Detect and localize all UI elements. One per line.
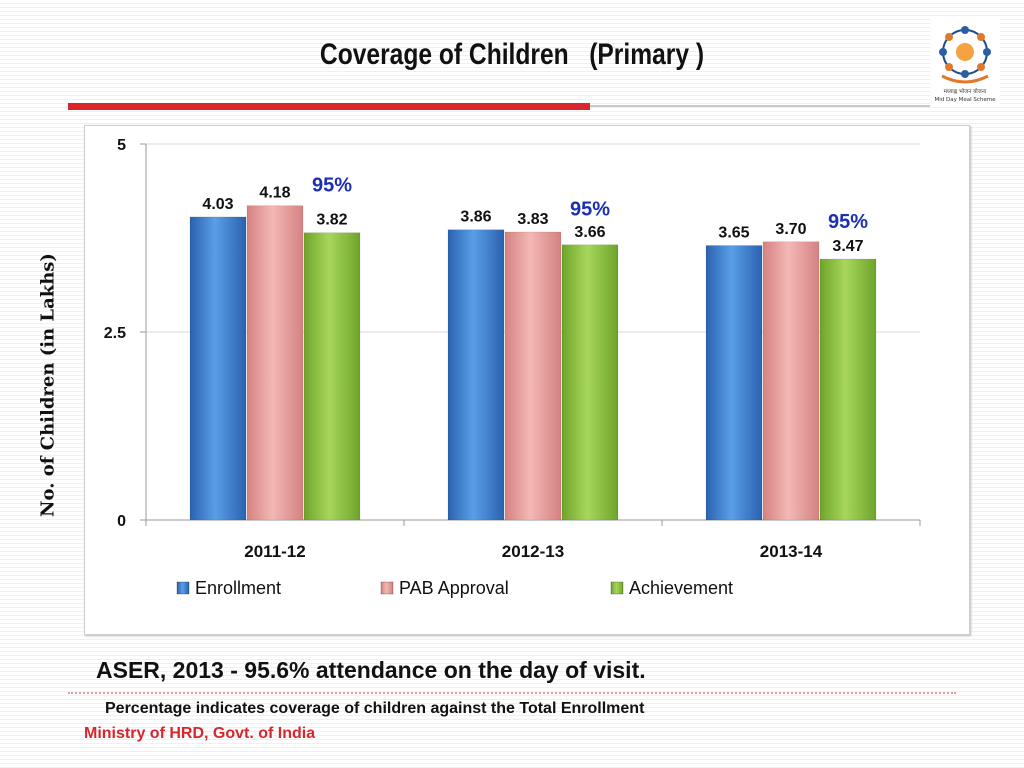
coverage-annotation: 95% [828, 211, 868, 233]
coverage-annotation: 95% [570, 199, 610, 221]
bar-achievement-2011-12 [303, 232, 361, 521]
data-label: 3.86 [460, 209, 491, 226]
data-label: 3.82 [316, 212, 347, 229]
bar-achievement-2013-14 [819, 258, 877, 521]
logo-english-text: Mid Day Meal Scheme [934, 97, 996, 103]
data-label: 3.70 [775, 221, 806, 238]
bar-pab-approval-2011-12 [246, 205, 304, 521]
legend-label: Enrollment [195, 578, 281, 598]
legend-label: PAB Approval [399, 578, 509, 598]
logo-emblem-icon [939, 26, 991, 84]
bar-pab-approval-2013-14 [762, 241, 820, 521]
x-tick-label: 2013-14 [760, 542, 823, 561]
mid-day-meal-logo: मध्याह्न भोजन योजना Mid Day Meal Scheme [930, 18, 1000, 104]
data-label: 3.65 [718, 225, 749, 242]
bar-pab-approval-2012-13 [504, 231, 562, 521]
bar-achievement-2012-13 [561, 244, 619, 521]
data-label: 4.03 [202, 196, 233, 213]
legend-label: Achievement [629, 578, 733, 598]
title-underline-gray [590, 105, 930, 107]
logo-hindi-text: मध्याह्न भोजन योजना [944, 88, 987, 95]
y-tick-label: 5 [117, 137, 126, 154]
bar-chart: 0 2.5 5 4.03 4.18 3.82 2011-12 95% 3.86 3.83 3.66… [104, 137, 921, 598]
footnote-aser: ASER, 2013 - 95.6% attendance on the day… [96, 657, 646, 683]
legend-swatch [610, 581, 624, 595]
x-tick-label: 2012-13 [502, 542, 564, 561]
footnote-percentage-note: Percentage indicates coverage of childre… [105, 700, 645, 717]
bar-enrollment-2012-13 [447, 229, 505, 521]
bar-enrollment-2013-14 [705, 245, 763, 521]
x-tick-label: 2011-12 [244, 542, 305, 561]
data-label: 3.83 [517, 211, 548, 228]
footnote-divider [68, 692, 956, 694]
bar-enrollment-2011-12 [189, 216, 247, 521]
coverage-annotation: 95% [312, 175, 352, 197]
y-axis-label: No. of Children (in Lakhs) [37, 253, 59, 517]
data-label: 3.66 [574, 224, 605, 241]
source-note: Ministry of HRD, Govt. of India [84, 725, 316, 742]
title-underline-red [68, 103, 590, 110]
chart-frame: 0 2.5 5 4.03 4.18 3.82 2011-12 95% 3.86 3.83 3.66… [84, 125, 970, 635]
data-label: 4.18 [259, 185, 290, 202]
y-tick-label: 2.5 [104, 325, 126, 342]
legend-swatch [176, 581, 190, 595]
slide-title: Coverage of Children (Primary ) [319, 38, 705, 71]
legend-swatch [380, 581, 394, 595]
y-tick-label: 0 [117, 513, 126, 530]
data-label: 3.47 [832, 238, 863, 255]
